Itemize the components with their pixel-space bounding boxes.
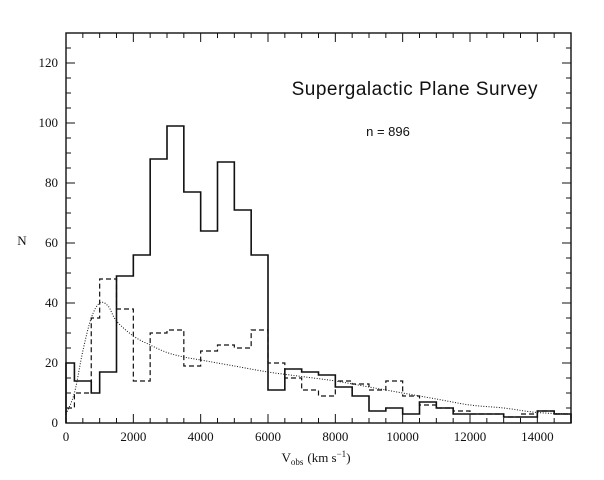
dashed-histogram-bin — [117, 309, 134, 423]
x-axis-label: Vobs (km s−1) — [281, 449, 350, 467]
x-tick-label: 0 — [63, 429, 70, 444]
x-axis-label-main: V — [281, 450, 291, 465]
series-layer — [65, 125, 572, 423]
chart-title: Supergalactic Plane Survey — [292, 79, 538, 100]
dashed-histogram-bin — [487, 414, 504, 423]
dashed-histogram-bin — [504, 417, 521, 423]
y-tick-label: 100 — [39, 115, 59, 130]
dashed-histogram-bin — [352, 384, 369, 423]
x-tick-label: 8000 — [322, 429, 348, 444]
dashed-histogram-bin — [74, 393, 91, 423]
dashed-histogram-bin — [436, 408, 453, 423]
axis-tick-labels: 0 2000 4000 6000 8000 10000 12000 14000 0 20 40 60 8… — [39, 55, 554, 444]
dashed-histogram-bin — [234, 348, 251, 423]
dashed-histogram-bin — [319, 396, 336, 423]
x-tick-label: 14000 — [521, 429, 554, 444]
dashed-histogram-bin — [167, 330, 184, 423]
dashed-histogram-bin — [453, 411, 470, 423]
axis-ticks — [65, 32, 572, 424]
x-tick-label: 12000 — [454, 429, 487, 444]
dashed-histogram-bin — [251, 330, 268, 423]
y-tick-label: 60 — [45, 235, 58, 250]
x-axis-label-close: ) — [346, 450, 350, 465]
dashed-histogram-bin — [184, 366, 201, 423]
dashed-histogram-bin — [91, 318, 99, 423]
sample-size-annotation: n = 896 — [366, 124, 410, 139]
dashed-histogram-bin — [335, 381, 352, 423]
dashed-histogram-bin — [420, 405, 437, 423]
dashed-histogram-bin — [285, 378, 302, 423]
x-tick-label: 4000 — [188, 429, 214, 444]
dashed-histogram-bin — [403, 396, 420, 423]
dashed-histogram-bin — [386, 381, 403, 423]
dashed-histogram-bin — [302, 390, 319, 423]
solid-histogram — [65, 125, 572, 423]
y-tick-label: 0 — [52, 415, 59, 430]
dashed-histogram-bin — [521, 414, 538, 423]
x-axis-label-unit: (km s — [307, 450, 336, 465]
y-tick-label: 40 — [45, 295, 58, 310]
x-axis-label-subscript: obs — [291, 457, 304, 467]
dashed-histogram — [65, 278, 572, 423]
dashed-histogram-bin — [66, 408, 74, 423]
solid-histogram-outline — [65, 125, 572, 423]
y-tick-label: 120 — [39, 55, 59, 70]
y-tick-label: 80 — [45, 175, 58, 190]
y-tick-label: 20 — [45, 355, 58, 370]
dashed-histogram-bin — [369, 390, 386, 423]
y-axis-label: N — [17, 233, 27, 248]
dashed-histogram-bin — [218, 345, 235, 423]
dashed-histogram-bin — [133, 381, 150, 423]
dashed-histogram-outline — [65, 278, 572, 423]
dashed-histogram-bin — [150, 333, 167, 423]
x-tick-label: 10000 — [386, 429, 419, 444]
dashed-histogram-bin — [100, 279, 117, 423]
x-axis-label-exponent: −1 — [337, 449, 347, 459]
dashed-histogram-bin — [470, 414, 487, 423]
x-tick-label: 6000 — [255, 429, 281, 444]
dashed-histogram-bin — [554, 414, 571, 423]
x-tick-label: 2000 — [120, 429, 146, 444]
